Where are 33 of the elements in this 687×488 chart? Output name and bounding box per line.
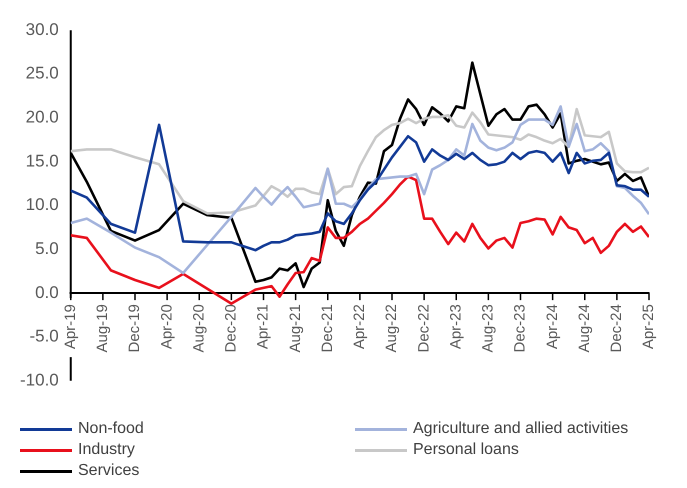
y-tick-label: 10.0 [26,195,59,214]
x-tick-label: Apr-19 [62,304,79,350]
y-tick-label: -10.0 [20,370,59,390]
x-tick-label: Apr-20 [158,304,176,350]
legend-label: Non-food [78,420,144,438]
x-tick-label: Aug-20 [190,304,208,353]
legend-label: Personal loans [413,441,519,459]
legend-label: Services [78,462,140,480]
y-tick-label: 30.0 [26,20,59,39]
y-tick-label: 25.0 [26,64,59,83]
x-tick-label: Apr-25 [640,304,658,350]
x-tick-label: Aug-24 [576,304,593,353]
legend-label: Agriculture and allied activities [413,420,628,438]
y-tick-label: 5.0 [35,239,59,258]
x-tick-label: Dec-21 [318,304,336,353]
x-tick-label: Aug-21 [286,304,304,353]
x-tick-label: Apr-22 [351,304,368,350]
x-tick-label: Aug-19 [94,304,112,353]
y-tick-label: 15.0 [26,151,59,170]
x-tick-label: Dec-20 [222,304,240,353]
legend-label: Industry [78,441,135,459]
x-tick-label: Aug-22 [383,304,400,353]
x-tick-label: Aug-23 [480,304,497,353]
x-tick-label: Apr-23 [447,304,464,350]
y-tick-label: 0.0 [35,282,59,302]
y-tick-label: -5.0 [29,326,59,346]
x-tick-label: Dec-24 [608,304,626,353]
x-tick-label: Dec-23 [512,304,529,353]
x-tick-label: Apr-21 [254,304,272,350]
y-tick-label: 20.0 [26,108,59,127]
x-tick-label: Dec-19 [126,304,144,353]
x-tick-label: Apr-24 [544,304,561,350]
x-tick-label: Dec-22 [415,304,432,353]
